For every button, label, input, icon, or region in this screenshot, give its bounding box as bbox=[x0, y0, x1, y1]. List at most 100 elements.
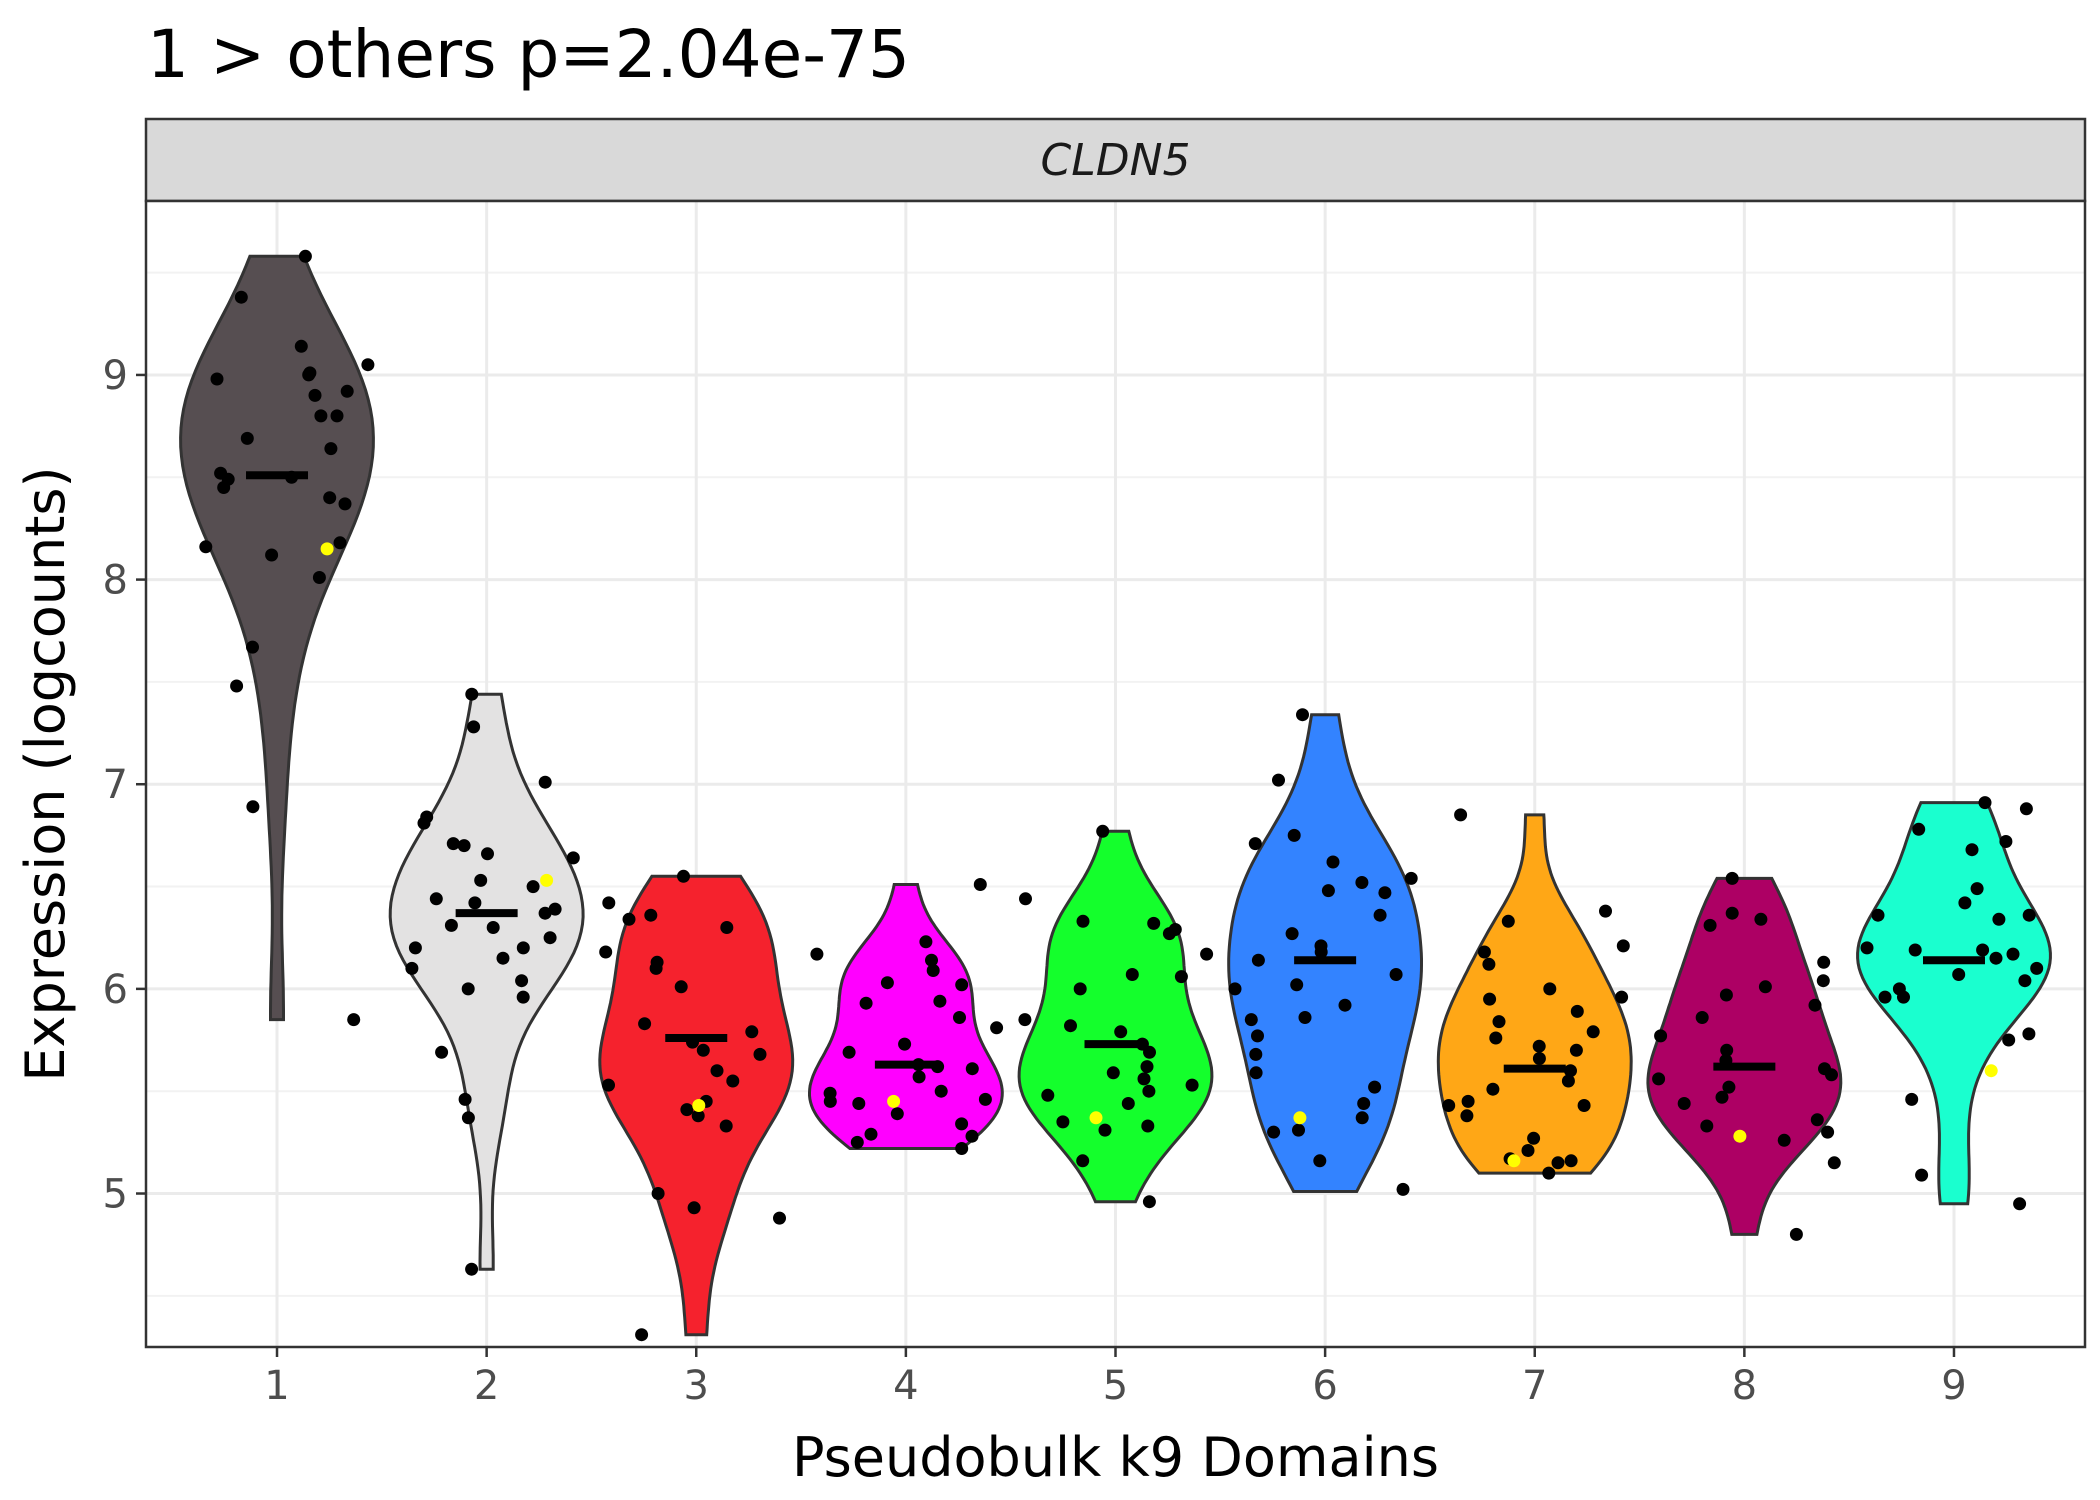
data-points bbox=[199, 249, 2044, 1342]
y-axis: 5 6 7 8 9 bbox=[103, 353, 146, 1218]
data-point bbox=[1564, 1154, 1578, 1168]
data-point bbox=[880, 976, 894, 990]
data-point bbox=[1564, 1064, 1577, 1078]
data-point bbox=[1396, 1182, 1410, 1196]
highlight-point bbox=[692, 1099, 706, 1112]
data-point bbox=[955, 1142, 969, 1155]
data-point bbox=[538, 906, 552, 920]
data-point bbox=[1141, 1119, 1155, 1133]
data-point bbox=[538, 775, 552, 789]
data-point bbox=[1616, 939, 1630, 953]
data-point bbox=[1542, 1166, 1556, 1180]
data-point bbox=[1389, 968, 1403, 981]
data-point bbox=[1569, 1043, 1583, 1057]
data-point bbox=[1404, 871, 1418, 885]
data-point bbox=[1915, 1168, 1929, 1182]
highlight-point bbox=[540, 873, 554, 887]
data-point bbox=[1551, 1156, 1565, 1170]
data-point bbox=[1976, 943, 1990, 957]
data-point bbox=[1808, 998, 1822, 1012]
x-axis: 1 2 3 4 5 6 7 8 9 bbox=[264, 1347, 1967, 1409]
data-point bbox=[458, 1092, 472, 1106]
data-point bbox=[1251, 953, 1265, 967]
data-point bbox=[240, 431, 254, 445]
data-point bbox=[925, 953, 938, 967]
data-point bbox=[1871, 908, 1885, 922]
data-point bbox=[687, 1201, 701, 1215]
data-point bbox=[1290, 978, 1304, 992]
data-point bbox=[955, 1117, 969, 1131]
data-point bbox=[1285, 927, 1299, 941]
x-tick-label: 3 bbox=[684, 1363, 709, 1409]
y-tick-label: 5 bbox=[103, 1172, 128, 1218]
data-point bbox=[526, 880, 540, 894]
data-point bbox=[965, 1062, 979, 1076]
x-tick-label: 8 bbox=[1732, 1363, 1757, 1409]
highlight-point bbox=[320, 542, 334, 556]
data-point bbox=[1905, 1092, 1919, 1106]
data-point bbox=[1076, 1154, 1090, 1168]
median-bars bbox=[246, 471, 1985, 1073]
data-point bbox=[1140, 1060, 1154, 1074]
data-point bbox=[461, 982, 475, 996]
data-point bbox=[1249, 1047, 1263, 1061]
data-point bbox=[602, 896, 616, 910]
data-point bbox=[1725, 871, 1739, 885]
data-point bbox=[635, 1328, 649, 1342]
data-point bbox=[294, 339, 308, 353]
data-point bbox=[1810, 1113, 1824, 1127]
data-point bbox=[1185, 1078, 1199, 1092]
data-point bbox=[1272, 773, 1285, 787]
data-point bbox=[1442, 1099, 1456, 1112]
x-tick-label: 6 bbox=[1312, 1363, 1337, 1409]
data-point bbox=[1952, 968, 1966, 981]
data-point bbox=[1147, 916, 1161, 930]
data-point bbox=[1267, 1125, 1281, 1139]
data-point bbox=[919, 935, 933, 949]
data-point bbox=[1326, 855, 1340, 869]
data-point bbox=[990, 1021, 1004, 1035]
data-point bbox=[1489, 1031, 1503, 1045]
data-point bbox=[1106, 1066, 1120, 1080]
data-point bbox=[810, 947, 824, 961]
data-point bbox=[2019, 802, 2033, 816]
data-point bbox=[516, 990, 530, 1004]
data-point bbox=[773, 1211, 786, 1225]
data-point bbox=[1296, 708, 1309, 722]
data-point bbox=[246, 800, 260, 814]
data-point bbox=[1501, 914, 1515, 928]
data-point bbox=[651, 1187, 665, 1200]
data-point bbox=[298, 249, 312, 263]
data-point bbox=[842, 1045, 856, 1059]
data-point bbox=[1228, 982, 1242, 996]
data-point bbox=[1615, 990, 1629, 1004]
data-point bbox=[323, 491, 337, 505]
highlight-point bbox=[1507, 1154, 1521, 1168]
data-point bbox=[1064, 1019, 1077, 1033]
data-point bbox=[1368, 1080, 1382, 1094]
data-point bbox=[347, 1013, 361, 1027]
data-point bbox=[330, 409, 344, 423]
data-point bbox=[677, 869, 690, 883]
data-point bbox=[710, 1064, 724, 1078]
data-point bbox=[543, 931, 557, 945]
data-point bbox=[1041, 1088, 1055, 1102]
data-point bbox=[1454, 808, 1468, 822]
data-point bbox=[1878, 990, 1892, 1004]
data-point bbox=[548, 902, 562, 916]
x-tick-label: 4 bbox=[893, 1363, 918, 1409]
data-point bbox=[852, 1097, 866, 1110]
y-tick-label: 9 bbox=[103, 353, 128, 399]
data-point bbox=[1725, 906, 1739, 920]
data-point bbox=[1816, 974, 1830, 988]
data-point bbox=[1460, 1109, 1474, 1123]
data-point bbox=[1992, 912, 2006, 926]
y-tick-label: 6 bbox=[103, 967, 128, 1013]
x-axis-title: Pseudobulk k9 Domains bbox=[792, 1426, 1439, 1489]
data-point bbox=[1314, 945, 1328, 959]
data-point bbox=[1298, 1011, 1312, 1024]
data-point bbox=[1999, 835, 2013, 848]
data-point bbox=[314, 409, 328, 423]
data-point bbox=[468, 896, 482, 910]
data-point bbox=[1483, 992, 1497, 1006]
